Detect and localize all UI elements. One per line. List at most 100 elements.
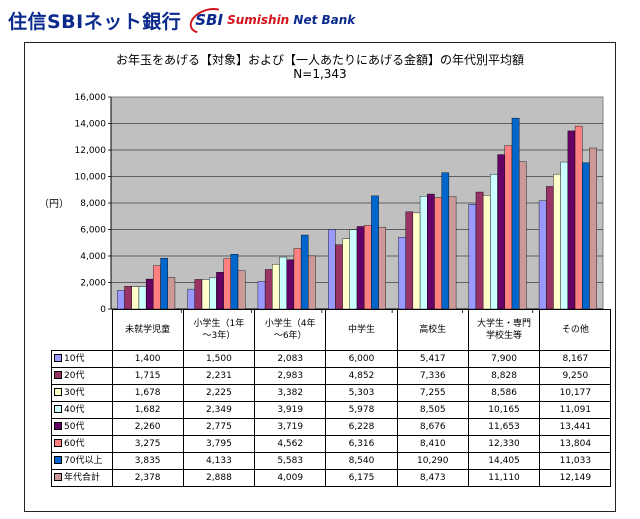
legend-entry: 70代以上 <box>51 452 113 470</box>
bar-2-5 <box>405 211 414 310</box>
data-cell: 13,804 <box>539 435 612 453</box>
table-row: 50代 2,260 2,775 3,719 6,228 8,676 11,653 13,441 <box>51 418 612 436</box>
data-cell: 6,316 <box>325 435 398 453</box>
y-axis-label: （円） <box>39 199 69 210</box>
category-label: 中学生 <box>325 309 398 351</box>
logo-swoosh-icon <box>186 3 231 39</box>
y-tick-label: 14,000 <box>75 120 107 130</box>
bar-8-2 <box>237 270 246 310</box>
table-row: 20代 1,715 2,231 2,983 4,852 7,336 8,828 9,250 <box>51 367 612 385</box>
bar-2-6 <box>475 191 484 310</box>
bar-4-4 <box>349 229 358 310</box>
bar-2-4 <box>335 244 343 310</box>
bar-5-3 <box>286 259 295 310</box>
data-cell: 6,228 <box>325 418 398 436</box>
bar-5-5 <box>427 193 435 310</box>
data-cell: 5,417 <box>396 350 469 368</box>
category-label: 大学生・専門 学校生等 <box>467 309 541 351</box>
chart-title: お年玉をあげる【対象】および【一人あたりにあげる金額】の年代別平均額 <box>115 53 524 67</box>
bar-1-4 <box>328 229 336 310</box>
bar-8-3 <box>308 255 316 310</box>
bar-8-4 <box>378 226 387 310</box>
bar-5-4 <box>356 226 365 310</box>
bar-6-3 <box>293 248 302 310</box>
bar-4-7 <box>560 161 569 310</box>
data-cell: 2,260 <box>111 418 184 436</box>
bar-4-3 <box>279 256 287 310</box>
bar-5-1 <box>145 278 154 310</box>
sbi-logo-mark: SBI <box>186 3 231 39</box>
legend-entry: 10代 <box>51 350 113 368</box>
y-tick-label: 16,000 <box>75 93 107 103</box>
legend-swatch <box>54 472 62 481</box>
bar-4-1 <box>138 286 147 310</box>
legend-label: 70代以上 <box>64 456 103 466</box>
bar-3-3 <box>272 263 280 310</box>
bar-3-5 <box>412 212 421 310</box>
y-tick-label: 4,000 <box>80 252 106 262</box>
bar-6-7 <box>574 125 583 310</box>
bar-7-5 <box>441 172 450 310</box>
data-cell: 2,083 <box>254 350 327 368</box>
category-label: 未就学児童 <box>111 309 184 351</box>
data-cell: 6,000 <box>325 350 398 368</box>
bar-3-4 <box>342 238 351 310</box>
legend-entry: 30代 <box>51 384 113 402</box>
legend-swatch <box>54 404 62 413</box>
bar-6-2 <box>223 258 232 310</box>
legend-label: 年代合計 <box>64 473 101 483</box>
data-cell: 2,231 <box>182 367 256 385</box>
data-cell: 7,336 <box>396 367 469 385</box>
data-cell: 4,562 <box>254 435 327 453</box>
bar-6-5 <box>434 197 442 310</box>
bar-1-5 <box>398 237 406 310</box>
bar-4-2 <box>209 277 217 310</box>
bar-1-3 <box>257 281 266 310</box>
y-tick-label: 0 <box>100 305 106 315</box>
legend-swatch <box>54 455 62 464</box>
data-cell: 8,167 <box>539 350 612 368</box>
legend-label: 40代 <box>64 405 85 415</box>
data-cell: 4,133 <box>182 452 256 470</box>
legend-swatch <box>54 438 62 447</box>
table-row: 10代 1,400 1,500 2,083 6,000 5,417 7,900 8,167 <box>51 350 612 368</box>
table-corner <box>52 310 113 351</box>
bar-7-2 <box>230 254 239 310</box>
chart-frame: お年玉をあげる【対象】および【一人あたりにあげる金額】の年代別平均額 N=1,3… <box>24 42 616 512</box>
data-cell: 4,852 <box>325 367 398 385</box>
legend-label: 60代 <box>64 439 85 449</box>
data-cell: 2,888 <box>182 469 256 487</box>
legend-swatch <box>54 353 62 362</box>
data-cell: 1,715 <box>111 367 184 385</box>
legend-label: 30代 <box>64 388 85 398</box>
table-row: 60代 3,275 3,795 4,562 6,316 8,410 12,330 13,804 <box>51 435 612 453</box>
bar-6-6 <box>504 145 513 310</box>
data-cell: 8,410 <box>396 435 469 453</box>
bar-3-7 <box>553 173 561 310</box>
bar-3-1 <box>131 286 140 310</box>
bar-2-7 <box>546 186 554 310</box>
brand-header: 住信SBIネット銀行 SBI Sumishin Net Bank <box>8 3 355 39</box>
bar-8-1 <box>167 277 176 310</box>
data-cell: 10,290 <box>396 452 469 470</box>
data-cell: 2,775 <box>182 418 256 436</box>
data-cell: 8,540 <box>325 452 398 470</box>
bar-3-2 <box>201 279 210 310</box>
data-cell: 3,275 <box>111 435 184 453</box>
bar-1-6 <box>468 204 477 310</box>
legend-entry: 60代 <box>51 435 113 453</box>
bar-5-2 <box>216 272 224 310</box>
data-cell: 1,500 <box>182 350 256 368</box>
data-cell: 11,091 <box>539 401 612 419</box>
data-cell: 12,149 <box>539 469 612 487</box>
chart-subtitle: N=1,343 <box>293 67 347 81</box>
category-label: 高校生 <box>396 309 469 351</box>
data-cell: 2,378 <box>111 469 184 487</box>
data-cell: 8,586 <box>467 384 541 402</box>
bar-5-7 <box>567 130 576 310</box>
data-cell: 3,719 <box>254 418 327 436</box>
bar-8-5 <box>448 196 457 310</box>
bar-5-6 <box>497 154 505 310</box>
data-cell: 5,583 <box>254 452 327 470</box>
bar-2-3 <box>264 269 273 310</box>
